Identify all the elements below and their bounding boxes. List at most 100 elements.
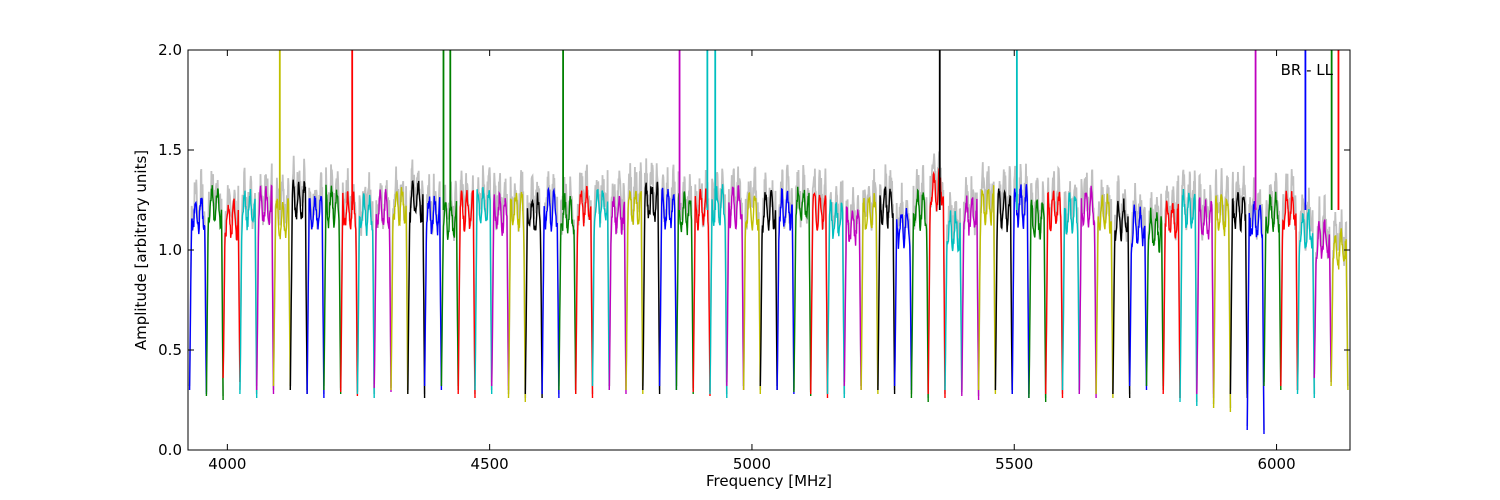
channel-trace-51 [1045, 190, 1064, 399]
channel-trace-10 [356, 193, 375, 399]
channel-trace-35 [776, 187, 795, 395]
plot-annotation: BR - LL [1281, 61, 1334, 79]
channel-trace-3 [239, 188, 258, 399]
channel-trace-0 [188, 197, 208, 395]
channel-trace-60 [1196, 197, 1215, 399]
x-tick-label-1: 4500 [471, 455, 509, 473]
channel-trace-2 [222, 198, 241, 383]
background-trace-10 [356, 172, 376, 395]
channel-trace-9 [340, 191, 359, 397]
channel-trace-63 [1246, 201, 1265, 435]
channel-trace-44 [927, 168, 946, 399]
channel-trace-48 [994, 188, 1013, 395]
channel-trace-13 [407, 180, 426, 399]
channel-trace-23 [575, 185, 594, 399]
background-trace-66 [1296, 187, 1316, 395]
y-tick-label-0: 0.0 [158, 441, 182, 459]
background-trace-50 [1028, 177, 1047, 399]
background-trace-33 [742, 166, 762, 391]
y-tick-label-3: 1.5 [158, 141, 182, 159]
channel-trace-41 [877, 186, 896, 395]
background-trace-65 [1279, 169, 1299, 387]
channel-trace-26 [625, 189, 644, 395]
channel-trace-21 [541, 186, 560, 399]
x-tick-label-3: 5500 [995, 455, 1033, 473]
channel-trace-36 [793, 186, 812, 397]
background-trace-40 [860, 168, 879, 391]
channel-trace-67 [1313, 219, 1332, 383]
y-tick-label-2: 1.0 [158, 241, 182, 259]
channel-trace-68 [1330, 228, 1349, 391]
channel-trace-38 [826, 199, 845, 399]
channel-trace-46 [961, 195, 980, 401]
channel-trace-11 [373, 189, 392, 393]
channel-trace-20 [524, 192, 543, 399]
channel-trace-52 [1061, 192, 1080, 395]
channel-trace-66 [1296, 209, 1315, 399]
background-trace-56 [1128, 182, 1148, 387]
channel-trace-49 [1011, 184, 1030, 399]
channel-trace-54 [1095, 193, 1114, 399]
background-trace-18 [490, 172, 510, 387]
channel-trace-47 [977, 185, 997, 395]
x-tick-label-4: 6000 [1257, 455, 1295, 473]
background-trace-64 [1263, 172, 1282, 387]
channel-trace-43 [910, 188, 929, 403]
channel-trace-61 [1212, 194, 1232, 413]
channel-trace-5 [272, 198, 291, 391]
channel-trace-24 [591, 189, 610, 391]
background-trace-34 [759, 172, 778, 387]
background-trace-20 [524, 173, 543, 395]
channel-trace-62 [1229, 192, 1248, 399]
channel-trace-33 [742, 192, 761, 395]
channel-trace-18 [491, 190, 510, 391]
channel-trace-56 [1129, 204, 1148, 391]
channel-trace-40 [860, 193, 879, 395]
channel-trace-64 [1263, 191, 1282, 391]
channel-trace-7 [306, 195, 325, 399]
background-trace-39 [843, 187, 862, 387]
background-trace-61 [1212, 168, 1232, 409]
channel-trace-22 [558, 193, 577, 395]
channel-trace-53 [1078, 185, 1097, 399]
channel-trace-59 [1179, 188, 1198, 407]
channel-trace-4 [256, 184, 275, 395]
background-trace-2 [222, 185, 241, 379]
background-trace-6 [289, 155, 308, 391]
y-axis-label: Amplitude [arbitrary units] [132, 150, 150, 350]
x-axis: 4000 4500 5000 5500 6000 [208, 50, 1296, 473]
channel-trace-50 [1028, 199, 1047, 403]
y-tick-label-4: 2.0 [158, 41, 182, 59]
channel-trace-19 [507, 191, 526, 403]
channel-trace-14 [423, 195, 443, 391]
channel-trace-31 [709, 184, 728, 399]
channel-trace-65 [1280, 190, 1299, 391]
channel-trace-57 [1145, 207, 1164, 391]
channel-trace-37 [810, 192, 829, 399]
background-trace-12 [390, 166, 409, 391]
channel-trace-45 [944, 210, 963, 395]
channel-trace-55 [1112, 198, 1131, 399]
y-axis: 0.0 0.5 1.0 1.5 2.0 [158, 41, 1350, 459]
channel-trace-1 [205, 185, 224, 401]
channel-trace-17 [474, 187, 493, 395]
y-tick-label-1: 0.5 [158, 341, 182, 359]
channel-trace-25 [608, 195, 627, 395]
channel-trace-16 [457, 190, 476, 399]
channel-trace-12 [390, 187, 409, 395]
background-trace-41 [877, 164, 896, 391]
channel-trace-8 [323, 184, 342, 395]
series-layer [188, 50, 1349, 435]
channel-trace-39 [843, 206, 862, 391]
channel-trace-34 [759, 189, 778, 391]
background-trace-49 [1011, 163, 1030, 395]
background-trace-62 [1229, 165, 1249, 395]
x-axis-label: Frequency [MHz] [706, 472, 832, 490]
channel-trace-27 [642, 181, 661, 395]
channel-trace-32 [726, 185, 745, 391]
x-tick-label-2: 5000 [733, 455, 771, 473]
channel-trace-28 [658, 187, 678, 391]
